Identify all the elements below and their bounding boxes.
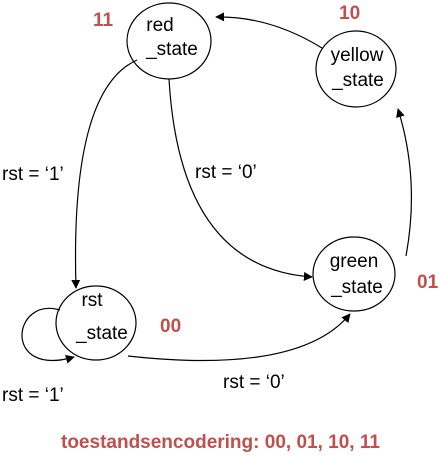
yellow-state-label-line1: yellow — [331, 45, 384, 66]
rst-state-code: 00 — [160, 316, 181, 337]
red-state-label-line2: _state — [145, 39, 198, 60]
arrow-red-to-rst — [71, 59, 138, 289]
arrow-yellow-to-red — [215, 12, 323, 49]
red-state-code: 11 — [93, 10, 114, 31]
arrow-red-to-green — [168, 78, 313, 281]
green-state-label-line1: green — [330, 251, 379, 272]
green-state-node: green _state — [312, 236, 396, 312]
green-state-ellipse — [312, 236, 396, 312]
arrow-rst-to-green — [127, 313, 351, 362]
red-state-node: red _state — [126, 2, 212, 80]
rst-state-label-line1: rst — [81, 290, 103, 311]
arrow-rst-self-loop — [21, 307, 75, 364]
yellow-state-ellipse — [315, 30, 397, 108]
yellow-state-node: yellow _state — [315, 30, 397, 108]
green-state-code: 01 — [417, 272, 439, 293]
rst-state-ellipse — [55, 285, 137, 361]
arrow-green-to-yellow — [396, 108, 413, 257]
yellow-state-code: 10 — [339, 3, 360, 24]
yellow-state-label-line2: _state — [331, 70, 384, 91]
rst-state-node: rst _state — [55, 285, 137, 361]
rst-state-label-line2: _state — [75, 323, 128, 344]
label-rst-to-green: rst = ‘0’ — [223, 372, 285, 393]
encoding-footer: toestandsencodering: 00, 01, 10, 11 — [61, 432, 380, 453]
green-state-label-line2: _state — [330, 277, 383, 298]
label-red-to-rst: rst = ‘1’ — [2, 164, 64, 185]
label-rst-self: rst = ‘1’ — [2, 385, 64, 406]
label-red-to-green: rst = ‘0’ — [195, 162, 257, 183]
red-state-label-line1: red — [146, 15, 173, 36]
